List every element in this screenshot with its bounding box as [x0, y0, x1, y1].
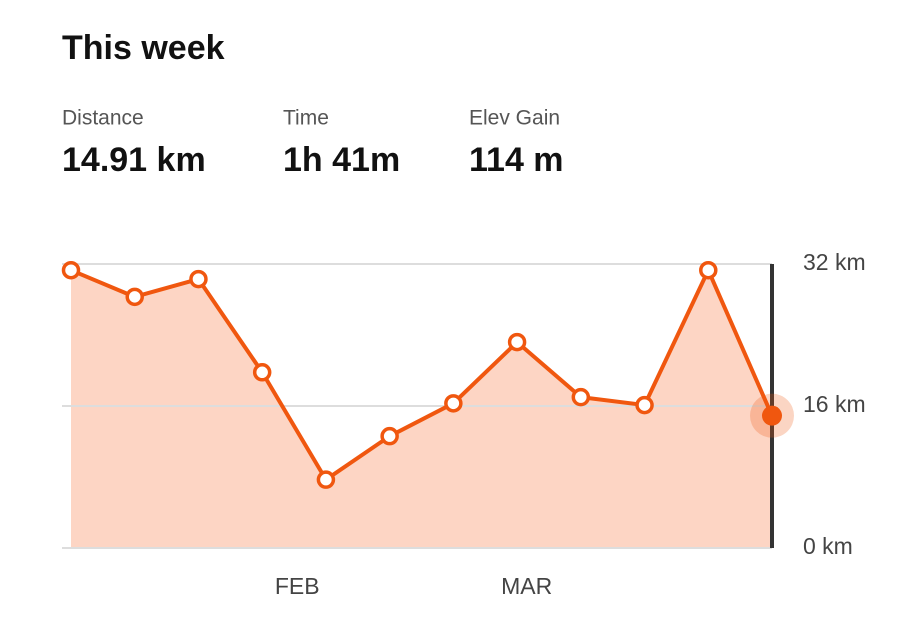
point: [635, 395, 654, 415]
y-tick-label: 32 km: [803, 249, 866, 275]
stat-value: 14.91 km: [62, 141, 206, 179]
point: [444, 394, 463, 413]
stat-value: 1h 41m: [283, 141, 400, 179]
point: [252, 363, 272, 382]
stat-label: Distance: [62, 107, 144, 130]
point: [507, 332, 527, 352]
line: [70, 268, 774, 482]
title: This week: [62, 29, 225, 67]
point: [762, 405, 782, 426]
point: [125, 287, 144, 307]
y-tick-label: 16 km: [803, 391, 866, 417]
stat-value: 114 m: [469, 141, 564, 179]
point: [380, 426, 399, 446]
point: [571, 387, 591, 407]
x-tick-label: MAR: [501, 573, 552, 599]
point: [61, 260, 81, 280]
stat-label: Time: [283, 107, 329, 130]
area: [71, 270, 772, 548]
x-tick-label: FEB: [275, 573, 320, 599]
point: [316, 470, 336, 489]
point: [699, 260, 718, 280]
point: [189, 269, 208, 289]
stat-label: Elev Gain: [469, 107, 560, 130]
y-tick-label: 0 km: [803, 533, 853, 559]
